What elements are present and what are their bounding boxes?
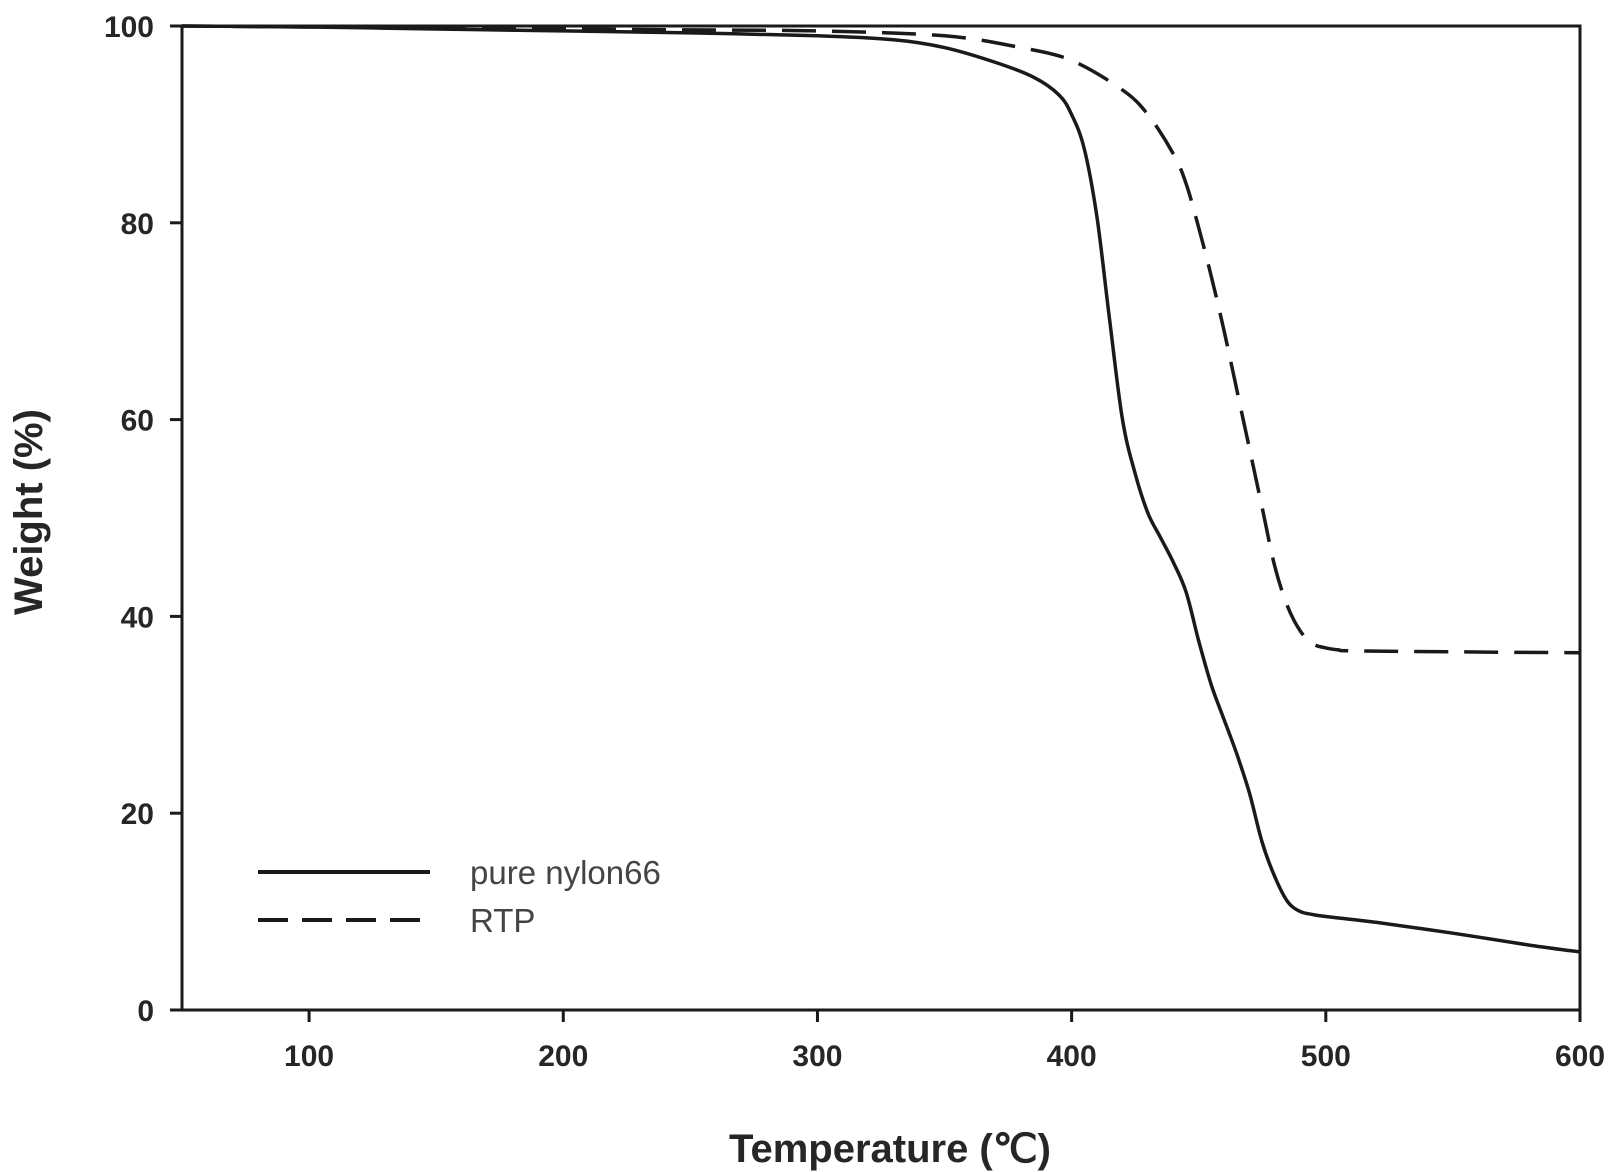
- legend-label-rtp: RTP: [470, 902, 535, 939]
- plot-frame: [180, 24, 1582, 1012]
- y-axis-title: Weight (%): [7, 409, 51, 615]
- plot-area: 100 200 300 400 500 600 0 20 40 60 80 100: [104, 11, 1605, 1073]
- x-tick-label-400: 400: [1047, 1040, 1097, 1073]
- y-tick-label-80: 80: [121, 208, 154, 241]
- series-line-pure-nylon66: [181, 24, 1581, 954]
- x-tick-label-100: 100: [284, 1040, 334, 1073]
- legend: pure nylon66 RTP: [258, 854, 661, 939]
- y-tick-label-0: 0: [137, 995, 154, 1028]
- series-line-rtp: [181, 24, 1581, 655]
- x-tick-label-600: 600: [1555, 1040, 1605, 1073]
- y-tick-label-100: 100: [104, 11, 154, 44]
- x-tick-label-500: 500: [1301, 1040, 1351, 1073]
- x-tick-label-300: 300: [792, 1040, 842, 1073]
- y-tick-label-20: 20: [121, 798, 154, 831]
- y-tick-label-60: 60: [121, 405, 154, 438]
- x-axis-title: Temperature (℃): [729, 1127, 1051, 1171]
- legend-label-pure-nylon66: pure nylon66: [470, 854, 661, 891]
- x-tick-label-200: 200: [538, 1040, 588, 1073]
- y-tick-label-40: 40: [121, 601, 154, 634]
